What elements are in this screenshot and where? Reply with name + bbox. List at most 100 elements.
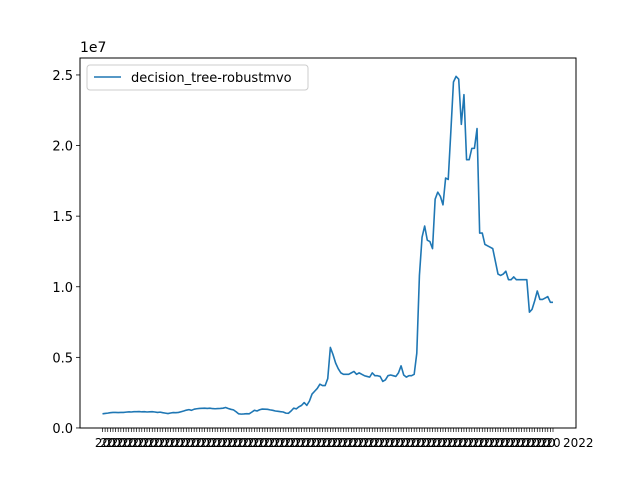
x-tick-label: 20 xyxy=(231,436,246,450)
x-tick-label: 20 xyxy=(493,436,508,450)
x-tick-label: 20 xyxy=(100,436,115,450)
x-tick-label: 20 xyxy=(299,436,314,450)
x-tick-label: 20 xyxy=(503,436,518,450)
x-tick-label: 20 xyxy=(278,436,293,450)
x-tick-label: 20 xyxy=(388,436,403,450)
x-tick-label: 20 xyxy=(540,436,555,450)
x-tick-label: 20 xyxy=(111,436,126,450)
x-tick-label: 20 xyxy=(341,436,356,450)
x-tick-label: 20 xyxy=(524,436,539,450)
x-tick-label: 20 xyxy=(498,436,513,450)
x-tick-label: 20 xyxy=(179,436,194,450)
x-tick-label: 20 xyxy=(435,436,450,450)
x-tick-label: 20 xyxy=(126,436,141,450)
x-tick-label: 20 xyxy=(226,436,241,450)
x-tick-label: 20 xyxy=(519,436,534,450)
x-tick-label: 20 xyxy=(451,436,466,450)
x-tick-label: 20 xyxy=(137,436,152,450)
x-tick-label: 20 xyxy=(467,436,482,450)
x-tick-label: 20 xyxy=(121,436,136,450)
legend: decision_tree-robustmvo xyxy=(86,64,309,91)
x-tick-label: 20 xyxy=(221,436,236,450)
x-tick-label: 20 xyxy=(304,436,319,450)
y-tick-label: 1.5 xyxy=(52,210,73,225)
x-tick-label: 20 xyxy=(262,436,277,450)
x-tick-label: 20 xyxy=(462,436,477,450)
x-tick-label: 20 xyxy=(142,436,157,450)
x-tick-label: 20 xyxy=(509,436,524,450)
x-tick-label: 20 xyxy=(441,436,456,450)
x-tick-label: 20 xyxy=(331,436,346,450)
x-tick-label: 20 xyxy=(393,436,408,450)
x-tick-label: 20 xyxy=(425,436,440,450)
x-tick-label: 20 xyxy=(116,436,131,450)
x-tick-label: 20 xyxy=(545,436,560,450)
series-layer xyxy=(102,75,553,415)
x-tick-label: 20 xyxy=(173,436,188,450)
x-tick-label: 20 xyxy=(283,436,298,450)
x-tick-label: 20 xyxy=(325,436,340,450)
x-tick-label: 20 xyxy=(430,436,445,450)
x-tick-label: 20 xyxy=(236,436,251,450)
x-tick-label: 20 xyxy=(95,436,110,450)
x-tick-label: 20 xyxy=(482,436,497,450)
x-tick-label: 20 xyxy=(409,436,424,450)
x-tick-label: 20 xyxy=(132,436,147,450)
x-tick-label: 20 xyxy=(168,436,183,450)
series-line-decision-tree-robustmvo xyxy=(102,75,553,415)
x-tick-label: 20 xyxy=(488,436,503,450)
x-tick-label: 20 xyxy=(336,436,351,450)
x-tick-label: 20 xyxy=(367,436,382,450)
x-tick-label: 20 xyxy=(477,436,492,450)
y-tick-label: 0.5 xyxy=(52,351,73,366)
x-tick-label: 20 xyxy=(535,436,550,450)
y-tick-label: 2.0 xyxy=(52,140,73,155)
x-tick-label: 20 xyxy=(320,436,335,450)
x-tick-label: 20 xyxy=(152,436,167,450)
x-tick-label: 20 xyxy=(184,436,199,450)
x-tick-label: 20 xyxy=(372,436,387,450)
y-axis-ticks: 0.0 0.5 1.0 1.5 2.0 2.5 xyxy=(52,69,80,437)
x-axis-tick-labels: 2020202020202020202020202020202020202020… xyxy=(95,436,594,450)
x-tick-label: 20 xyxy=(404,436,419,450)
x-tick-label: 20 xyxy=(252,436,267,450)
x-tick-label: 20 xyxy=(242,436,257,450)
x-tick-label: 20 xyxy=(456,436,471,450)
x-tick-label: 20 xyxy=(158,436,173,450)
x-tick-label: 20 xyxy=(352,436,367,450)
x-tick-label: 20 xyxy=(247,436,262,450)
x-tick-label: 20 xyxy=(268,436,283,450)
y-axis-multiplier: 1e7 xyxy=(80,40,106,56)
y-tick-label: 1.0 xyxy=(52,281,73,296)
legend-box xyxy=(86,64,309,91)
x-tick-label: 2022 xyxy=(563,436,594,450)
x-tick-label: 20 xyxy=(200,436,215,450)
x-tick-label: 20 xyxy=(472,436,487,450)
x-tick-label: 20 xyxy=(446,436,461,450)
x-tick-label: 20 xyxy=(378,436,393,450)
x-tick-label: 20 xyxy=(163,436,178,450)
x-tick-label: 20 xyxy=(420,436,435,450)
x-tick-label: 20 xyxy=(273,436,288,450)
x-tick-label: 20 xyxy=(147,436,162,450)
x-tick-label: 20 xyxy=(383,436,398,450)
x-tick-label: 20 xyxy=(294,436,309,450)
x-axis-ticks xyxy=(102,428,554,432)
y-tick-label: 2.5 xyxy=(52,69,73,84)
x-tick-label: 20 xyxy=(194,436,209,450)
x-tick-label: 20 xyxy=(205,436,220,450)
x-tick-label: 20 xyxy=(414,436,429,450)
x-tick-label: 20 xyxy=(310,436,325,450)
x-tick-label: 20 xyxy=(257,436,272,450)
x-tick-label: 20 xyxy=(530,436,545,450)
x-tick-label: 20 xyxy=(357,436,372,450)
x-tick-label: 20 xyxy=(289,436,304,450)
x-tick-label: 20 xyxy=(362,436,377,450)
legend-label: decision_tree-robustmvo xyxy=(131,71,292,86)
x-tick-label: 20 xyxy=(315,436,330,450)
x-tick-label: 20 xyxy=(399,436,414,450)
x-tick-label: 20 xyxy=(189,436,204,450)
x-tick-label: 20 xyxy=(346,436,361,450)
